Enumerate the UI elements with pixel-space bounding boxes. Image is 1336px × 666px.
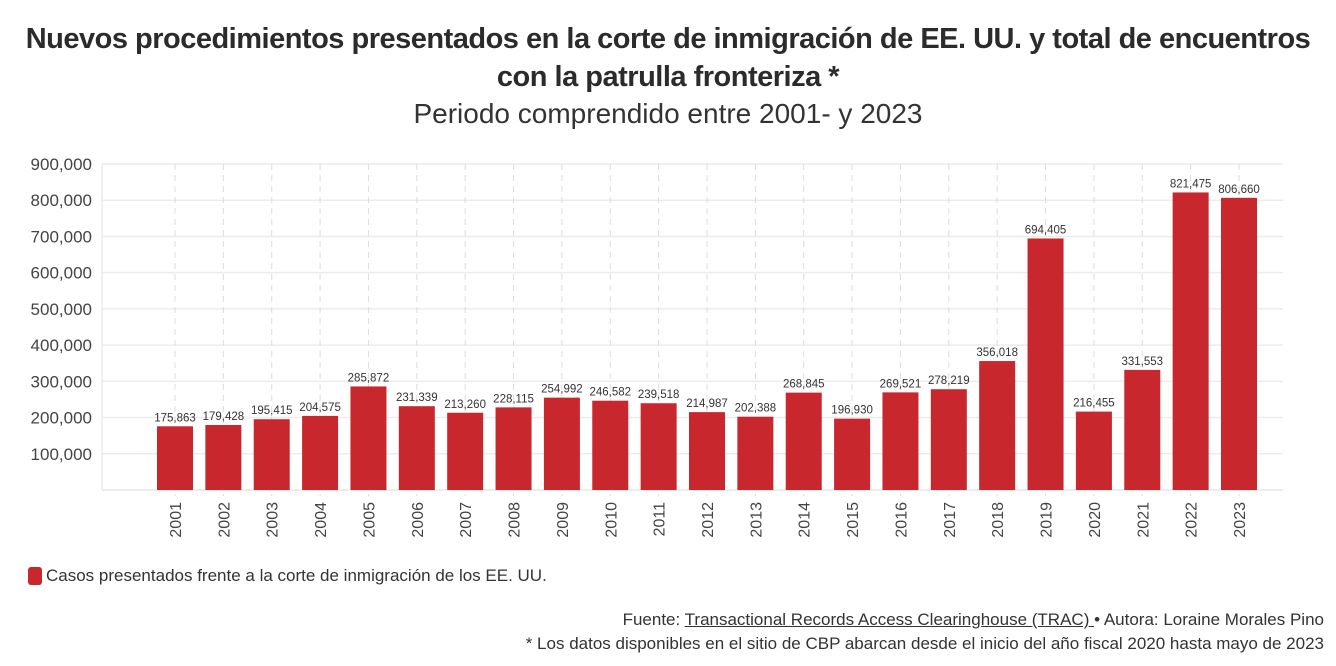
x-tick-label-2010: 2010 xyxy=(603,502,620,538)
bar-2002 xyxy=(205,425,242,490)
bar-2006 xyxy=(398,406,435,490)
x-tick-label-2014: 2014 xyxy=(797,502,814,538)
x-tick-label-2022: 2022 xyxy=(1184,502,1201,538)
data-label-2012: 214,987 xyxy=(686,398,728,410)
bar-2009 xyxy=(543,397,580,490)
bar-2003 xyxy=(253,419,290,490)
source-prefix: Fuente: xyxy=(622,610,685,629)
x-tick-label-2015: 2015 xyxy=(845,502,862,538)
data-label-2004: 204,575 xyxy=(299,402,341,414)
bar-2011 xyxy=(640,403,677,490)
bar-2015 xyxy=(834,418,871,490)
x-tick-label-2019: 2019 xyxy=(1039,502,1056,538)
data-label-2018: 356,018 xyxy=(976,347,1018,359)
data-label-2020: 216,455 xyxy=(1073,398,1115,410)
chart-title: Nuevos procedimientos presentados en la … xyxy=(25,23,1311,93)
y-tick-label: 700,000 xyxy=(31,227,92,246)
x-tick-label-2013: 2013 xyxy=(748,502,765,538)
data-label-2014: 268,845 xyxy=(783,379,825,391)
bar-2019 xyxy=(1027,238,1064,490)
x-tick-label-2020: 2020 xyxy=(1087,502,1104,538)
x-tick-label-2021: 2021 xyxy=(1135,502,1152,538)
y-tick-label: 300,000 xyxy=(31,372,92,391)
data-label-2003: 195,415 xyxy=(251,405,293,417)
x-tick-label-2009: 2009 xyxy=(555,502,572,538)
bar-2010 xyxy=(592,400,629,490)
data-label-2013: 202,388 xyxy=(735,403,777,415)
bar-2018 xyxy=(979,361,1016,490)
x-tick-label-2005: 2005 xyxy=(361,502,378,538)
data-labels: 175,863 179,428 195,415 204,575 285,872 231,3… xyxy=(154,178,1260,424)
data-label-2017: 278,219 xyxy=(928,375,970,387)
data-label-2022: 821,475 xyxy=(1170,178,1212,190)
y-tick-label: 600,000 xyxy=(31,264,92,283)
source-link[interactable]: Transactional Records Access Clearinghou… xyxy=(684,610,1095,629)
data-label-2008: 228,115 xyxy=(493,393,534,405)
x-tick-label-2002: 2002 xyxy=(216,502,233,538)
legend[interactable]: Casos presentados frente a la corte de i… xyxy=(28,566,547,586)
data-label-2010: 246,582 xyxy=(589,387,631,399)
data-label-2019: 694,405 xyxy=(1025,224,1067,236)
bar-2017 xyxy=(930,389,967,490)
data-label-2015: 196,930 xyxy=(831,405,873,417)
bars xyxy=(157,192,1257,491)
x-tick-label-2016: 2016 xyxy=(893,502,910,538)
x-tick-label-2001: 2001 xyxy=(168,502,185,538)
y-tick-label: 400,000 xyxy=(31,336,92,355)
x-tick-label-2008: 2008 xyxy=(507,502,524,538)
data-label-2023: 806,660 xyxy=(1218,184,1260,196)
x-tick-label-2011: 2011 xyxy=(652,502,669,537)
y-axis: 100,000 200,000 300,000 400,000 500,000 600,0… xyxy=(31,155,92,464)
x-axis: 2001 2002 2003 2004 2005 2006 2007 2008 2009 2010… xyxy=(168,502,1249,538)
data-label-2009: 254,992 xyxy=(541,384,583,396)
data-label-2021: 331,553 xyxy=(1121,356,1163,368)
data-label-2007: 213,260 xyxy=(444,399,486,411)
data-label-2011: 239,518 xyxy=(638,389,680,401)
legend-label: Casos presentados frente a la corte de i… xyxy=(46,566,547,585)
x-tick-label-2003: 2003 xyxy=(265,502,282,538)
y-tick-label: 900,000 xyxy=(31,155,92,174)
source-line: Fuente: Transactional Records Access Cle… xyxy=(623,610,1324,630)
data-label-2005: 285,872 xyxy=(348,372,390,384)
chart-subtitle: Periodo comprendido entre 2001- y 2023 xyxy=(413,98,923,129)
bar-2022 xyxy=(1172,192,1209,491)
data-label-2002: 179,428 xyxy=(203,411,245,423)
bar-2001 xyxy=(157,426,193,490)
x-tick-label-2018: 2018 xyxy=(990,502,1007,538)
y-tick-label: 500,000 xyxy=(31,300,92,319)
bar-2021 xyxy=(1124,369,1161,490)
bar-2008 xyxy=(495,407,532,490)
footnote: * Los datos disponibles en el sitio de C… xyxy=(525,634,1324,653)
bar-chart: 100,000 200,000 300,000 400,000 500,000 600,0… xyxy=(31,155,1283,538)
x-tick-label-2004: 2004 xyxy=(313,502,330,538)
bar-2016 xyxy=(882,392,919,490)
bar-2005 xyxy=(350,386,387,490)
author-text: • Autora: Loraine Morales Pino xyxy=(1094,610,1324,629)
x-tick-label-2006: 2006 xyxy=(410,502,427,538)
x-tick-label-2023: 2023 xyxy=(1232,502,1249,538)
bar-2020 xyxy=(1075,411,1112,490)
bar-2013 xyxy=(737,416,774,490)
bar-2004 xyxy=(302,415,339,490)
data-label-2001: 175,863 xyxy=(154,412,196,424)
x-tick-label-2012: 2012 xyxy=(700,502,717,538)
x-tick-label-2007: 2007 xyxy=(458,502,475,538)
data-label-2006: 231,339 xyxy=(396,392,438,404)
bar-2012 xyxy=(689,412,725,490)
bar-2023 xyxy=(1221,197,1257,490)
x-tick-label-2017: 2017 xyxy=(942,502,959,538)
y-tick-label: 800,000 xyxy=(31,191,92,210)
data-label-2016: 269,521 xyxy=(880,378,922,390)
bar-2014 xyxy=(785,392,822,490)
legend-swatch xyxy=(28,567,42,585)
y-tick-label: 100,000 xyxy=(31,445,92,464)
y-tick-label: 200,000 xyxy=(31,409,92,428)
bar-2007 xyxy=(447,412,484,490)
